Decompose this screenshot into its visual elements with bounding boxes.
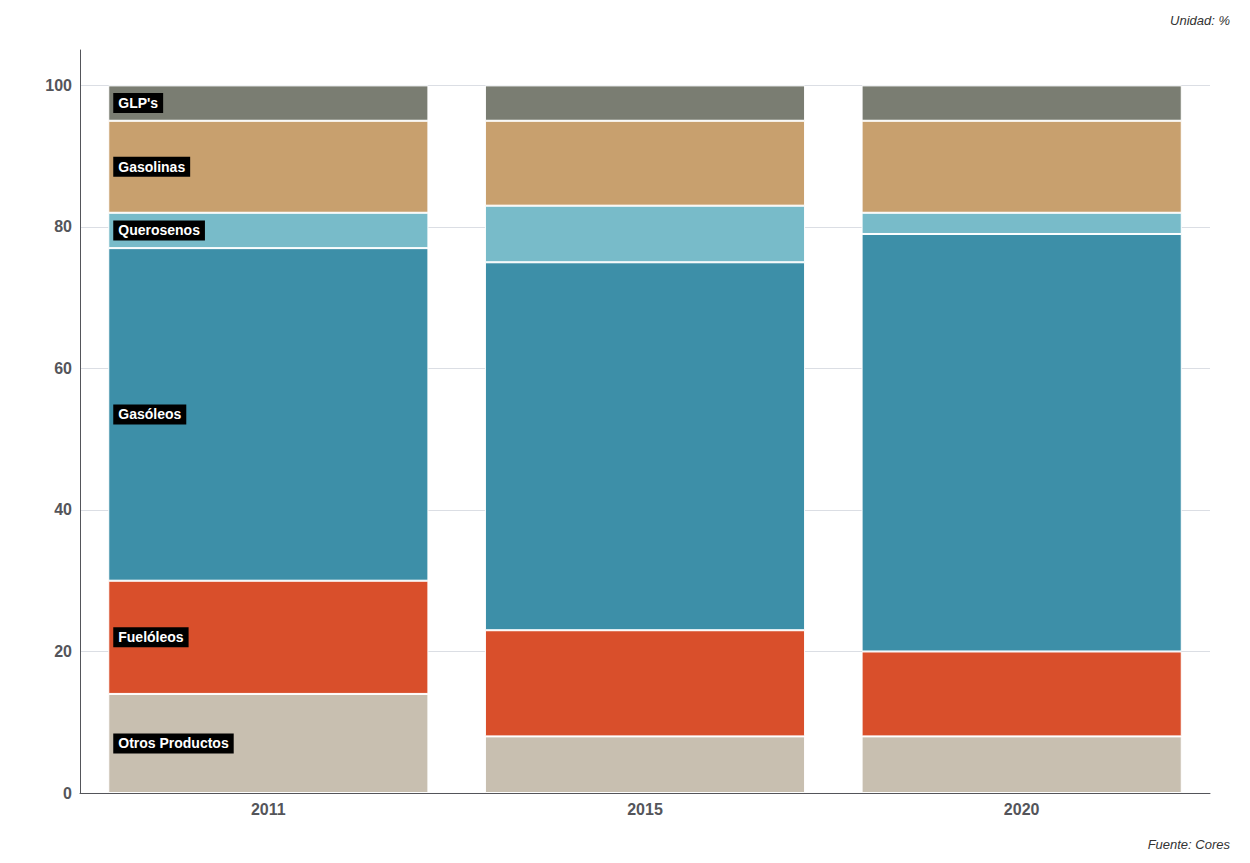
svg-text:Otros Productos: Otros Productos: [118, 735, 229, 751]
svg-text:Gasóleos: Gasóleos: [118, 406, 181, 422]
svg-text:2011: 2011: [251, 801, 286, 818]
svg-text:GLP's: GLP's: [118, 95, 158, 111]
svg-text:0: 0: [63, 785, 72, 802]
svg-text:60: 60: [54, 360, 72, 377]
svg-text:2020: 2020: [1004, 801, 1040, 818]
svg-text:Gasolinas: Gasolinas: [118, 159, 185, 175]
svg-text:100: 100: [45, 77, 72, 94]
svg-text:20: 20: [54, 643, 72, 660]
svg-text:2015: 2015: [627, 801, 663, 818]
svg-text:80: 80: [54, 218, 72, 235]
svg-text:Querosenos: Querosenos: [118, 222, 200, 238]
svg-text:Unidad: %: Unidad: %: [1170, 13, 1230, 28]
svg-text:Fuelóleos: Fuelóleos: [118, 629, 184, 645]
svg-text:Fuente: Cores: Fuente: Cores: [1148, 837, 1231, 852]
svg-text:40: 40: [54, 501, 72, 518]
